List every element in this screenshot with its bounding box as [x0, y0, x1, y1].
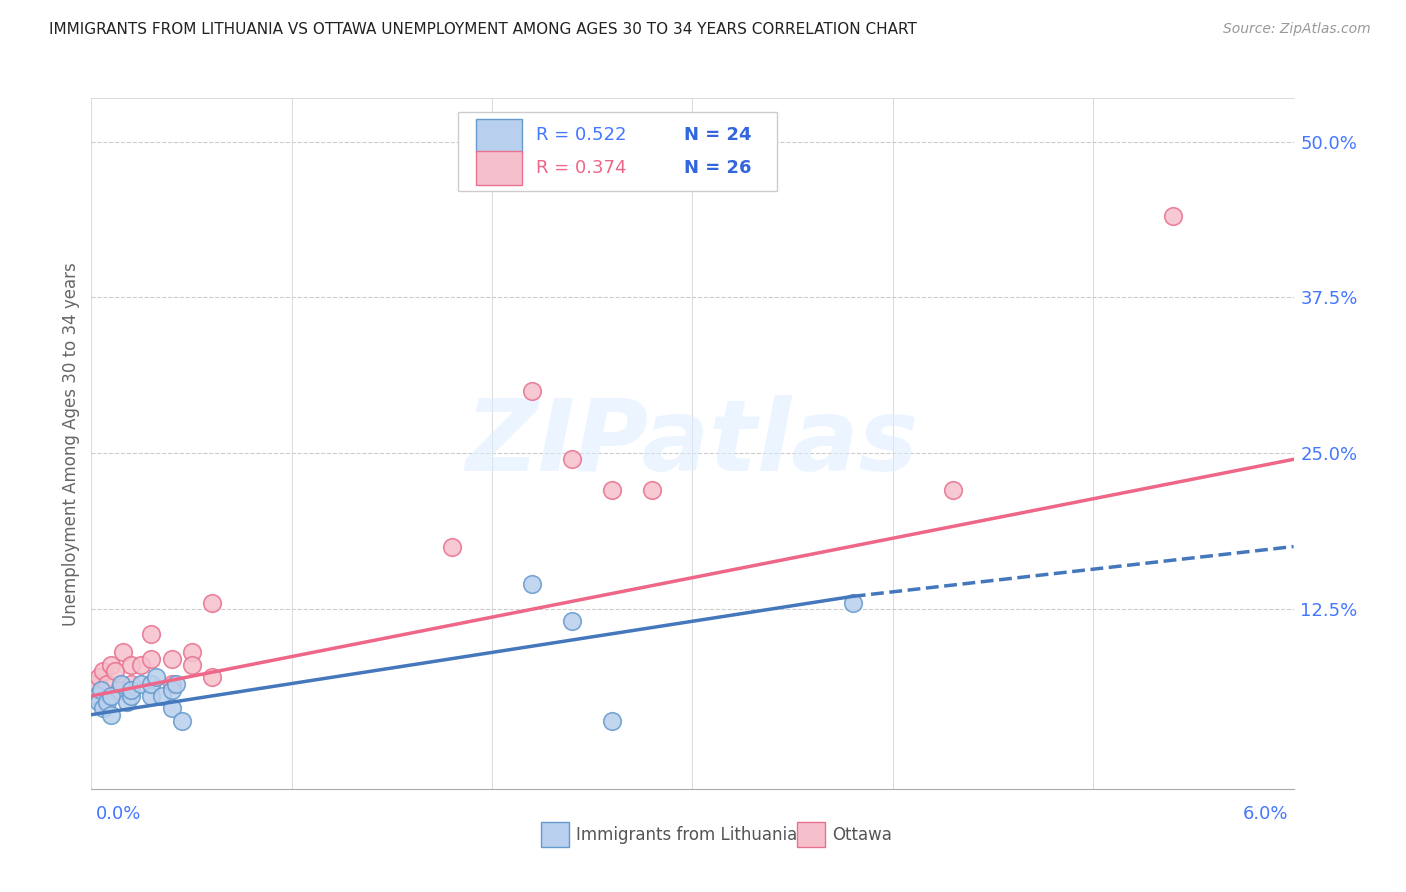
- Point: [160, 682, 183, 697]
- Point: [180, 645, 202, 659]
- Text: N = 24: N = 24: [685, 127, 752, 145]
- Point: [160, 701, 183, 715]
- Point: [100, 689, 122, 703]
- Point: [121, 682, 143, 697]
- Point: [117, 695, 139, 709]
- Point: [131, 676, 153, 690]
- Point: [841, 596, 863, 610]
- Point: [131, 657, 153, 672]
- Point: [121, 689, 143, 703]
- Point: [602, 483, 624, 498]
- Text: ZIPatlas: ZIPatlas: [465, 395, 920, 492]
- Text: 0.0%: 0.0%: [96, 805, 141, 822]
- Point: [150, 689, 173, 703]
- Text: Ottawa: Ottawa: [832, 826, 893, 844]
- Point: [1161, 210, 1184, 224]
- Point: [96, 695, 118, 709]
- FancyBboxPatch shape: [477, 119, 522, 152]
- Point: [100, 657, 122, 672]
- Y-axis label: Unemployment Among Ages 30 to 34 years: Unemployment Among Ages 30 to 34 years: [62, 262, 80, 625]
- Point: [201, 596, 224, 610]
- Point: [201, 670, 224, 684]
- Point: [100, 707, 122, 722]
- Point: [602, 714, 624, 728]
- Point: [641, 483, 664, 498]
- Point: [93, 664, 115, 678]
- Point: [89, 670, 111, 684]
- Point: [104, 664, 127, 678]
- Point: [520, 384, 543, 398]
- FancyBboxPatch shape: [458, 112, 776, 192]
- Point: [942, 483, 965, 498]
- Point: [170, 714, 193, 728]
- Point: [112, 645, 135, 659]
- Text: N = 26: N = 26: [685, 159, 752, 177]
- Point: [84, 676, 107, 690]
- Point: [141, 651, 163, 665]
- Text: 6.0%: 6.0%: [1243, 805, 1288, 822]
- Point: [180, 657, 202, 672]
- Point: [110, 676, 132, 690]
- Text: Immigrants from Lithuania: Immigrants from Lithuania: [576, 826, 797, 844]
- Point: [108, 682, 131, 697]
- Point: [561, 452, 583, 467]
- Point: [160, 676, 183, 690]
- Point: [160, 651, 183, 665]
- Point: [561, 614, 583, 628]
- Point: [90, 682, 112, 697]
- Point: [141, 626, 163, 640]
- Point: [93, 701, 115, 715]
- Point: [89, 695, 111, 709]
- Point: [86, 689, 108, 703]
- Point: [440, 540, 463, 554]
- FancyBboxPatch shape: [477, 152, 522, 185]
- Point: [121, 657, 143, 672]
- Point: [141, 676, 163, 690]
- Point: [165, 676, 187, 690]
- Point: [141, 689, 163, 703]
- Point: [145, 670, 167, 684]
- Point: [520, 577, 543, 591]
- Text: IMMIGRANTS FROM LITHUANIA VS OTTAWA UNEMPLOYMENT AMONG AGES 30 TO 34 YEARS CORRE: IMMIGRANTS FROM LITHUANIA VS OTTAWA UNEM…: [49, 22, 917, 37]
- Point: [121, 676, 143, 690]
- Text: R = 0.374: R = 0.374: [536, 159, 627, 177]
- Text: R = 0.522: R = 0.522: [536, 127, 627, 145]
- Text: Source: ZipAtlas.com: Source: ZipAtlas.com: [1223, 22, 1371, 37]
- Point: [96, 676, 118, 690]
